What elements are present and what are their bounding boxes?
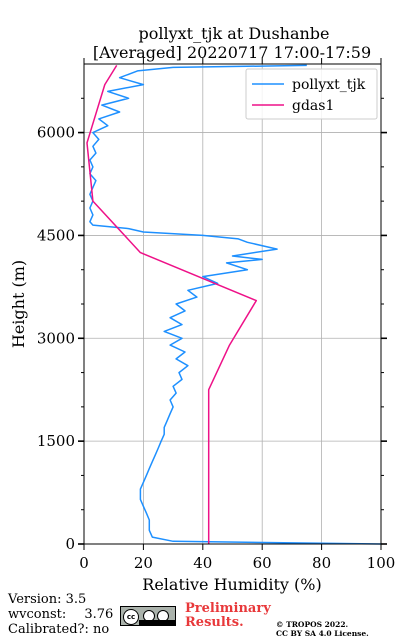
- preliminary-line2: Results.: [185, 615, 244, 630]
- y-tick-label: 4500: [37, 226, 75, 244]
- legend-box: [245, 68, 378, 120]
- license-strip: [139, 620, 175, 625]
- preliminary-line1: Preliminary: [185, 601, 271, 616]
- calibrated-label: Calibrated?:: [8, 622, 89, 637]
- legend-label-pollyxt: pollyxt_tjk: [292, 77, 366, 93]
- y-tick-label: 0: [65, 535, 75, 553]
- axis-ticks: 0 20 40 60 80 100 0 1500 3000 4500 6000: [37, 58, 396, 572]
- y-tick-label: 6000: [37, 124, 75, 142]
- copyright-line2: CC BY SA 4.0 License.: [276, 629, 369, 638]
- x-tick-label: 60: [253, 554, 272, 572]
- copyright-notice: © TROPOS 2022. CC BY SA 4.0 License.: [276, 620, 369, 638]
- wvconst-label: wvconst:: [8, 607, 67, 622]
- legend: pollyxt_tjk gdas1: [245, 68, 378, 120]
- x-tick-label: 80: [312, 554, 331, 572]
- legend-label-gdas1: gdas1: [292, 98, 334, 114]
- x-tick-label: 100: [367, 554, 396, 572]
- series-line-gdas1: [86, 65, 258, 544]
- chart-title-line2: [Averaged] 20220717 17:00-17:59: [93, 43, 371, 62]
- wvconst-value: 3.76: [84, 607, 114, 622]
- calibrated-value: no: [93, 622, 110, 637]
- y-axis-label: Height (m): [9, 260, 28, 348]
- version-label: Version:: [8, 592, 62, 607]
- preliminary-notice: Preliminary Results.: [185, 602, 271, 630]
- x-axis-label: Relative Humidity (%): [142, 575, 321, 594]
- y-tick-label: 1500: [37, 432, 75, 450]
- copyright-line1: © TROPOS 2022.: [276, 620, 349, 629]
- series-line-pollyxt_tjk: [89, 64, 382, 545]
- cc-license-icon: cc: [120, 606, 176, 626]
- plot-frame: [83, 63, 382, 545]
- x-tick-label: 40: [193, 554, 212, 572]
- chart-title-line1: pollyxt_tjk at Dushanbe: [138, 24, 329, 43]
- calibrated-line: Calibrated?: no: [8, 622, 109, 637]
- series-layer: [86, 64, 382, 545]
- version-value: 3.5: [65, 592, 87, 607]
- x-tick-label: 0: [79, 554, 89, 572]
- wvconst-line: wvconst: 3.76: [8, 607, 113, 622]
- x-tick-label: 20: [134, 554, 153, 572]
- grid-lines: [84, 64, 381, 544]
- version-line: Version: 3.5: [8, 592, 86, 607]
- cc-circle-icon: cc: [123, 609, 139, 625]
- y-tick-label: 3000: [37, 329, 75, 347]
- humidity-profile-chart: pollyxt_tjk at Dushanbe [Averaged] 20220…: [9, 24, 396, 594]
